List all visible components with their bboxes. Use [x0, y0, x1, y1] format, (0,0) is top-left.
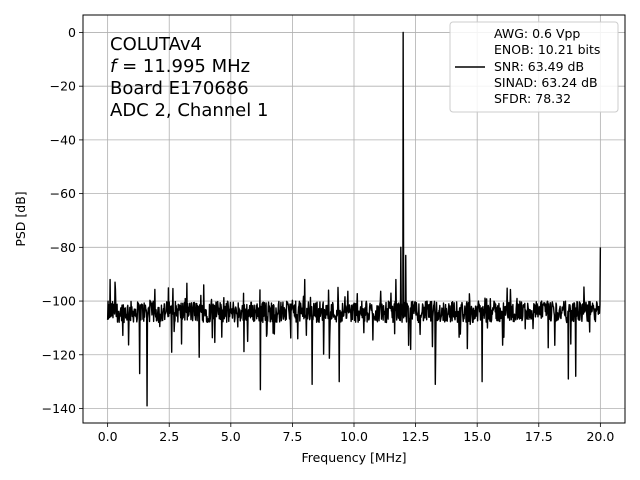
annotation-line-3: Board E170686 [110, 78, 249, 99]
x-tick-label: 10.0 [340, 429, 368, 444]
annotation-line-1: COLUTAv4 [110, 34, 202, 55]
x-tick-label: 15.0 [463, 429, 491, 444]
x-tick-label: 17.5 [525, 429, 553, 444]
y-tick-label: −20 [50, 79, 76, 94]
legend: AWG: 0.6 Vpp ENOB: 10.21 bits SNR: 63.49… [449, 21, 619, 113]
y-tick-label: −120 [42, 347, 76, 362]
annotation-frequency-symbol: f [110, 56, 119, 77]
x-axis-label: Frequency [MHz] [301, 450, 406, 465]
y-tick-label: −80 [50, 240, 76, 255]
y-tick-label: 0 [68, 25, 76, 40]
legend-entry-sinad: SINAD: 63.24 dB [494, 75, 598, 90]
annotation-frequency-value: = 11.995 MHz [116, 56, 250, 77]
x-tick-label: 20.0 [586, 429, 614, 444]
x-tick-label: 12.5 [402, 429, 430, 444]
y-tick-label: −40 [50, 132, 76, 147]
legend-entry-sfdr: SFDR: 78.32 [494, 91, 571, 106]
y-axis-ticks: 0 −20 −40 −60 −80 −100 −120 −140 [42, 25, 83, 416]
y-axis-label: PSD [dB] [13, 191, 28, 246]
legend-entry-enob: ENOB: 10.21 bits [494, 42, 600, 57]
x-axis-ticks: 0.0 2.5 5.0 7.5 10.0 12.5 15.0 17.5 20.0 [98, 423, 614, 444]
y-tick-label: −100 [42, 294, 76, 309]
x-tick-label: 5.0 [221, 429, 241, 444]
x-tick-label: 0.0 [98, 429, 118, 444]
annotation-line-2: f = 11.995 MHz [110, 56, 250, 77]
x-tick-label: 2.5 [159, 429, 179, 444]
psd-series [106, 31, 602, 407]
annotation-line-4: ADC 2, Channel 1 [110, 100, 268, 121]
legend-entry-snr: SNR: 63.49 dB [494, 59, 584, 74]
annotation-block: COLUTAv4 f = 11.995 MHz Board E170686 AD… [110, 34, 268, 121]
legend-entry-awg: AWG: 0.6 Vpp [494, 26, 580, 41]
legend-box [449, 21, 619, 113]
y-tick-label: −140 [42, 401, 76, 416]
y-tick-label: −60 [50, 186, 76, 201]
psd-trace [106, 31, 602, 407]
x-tick-label: 7.5 [282, 429, 302, 444]
